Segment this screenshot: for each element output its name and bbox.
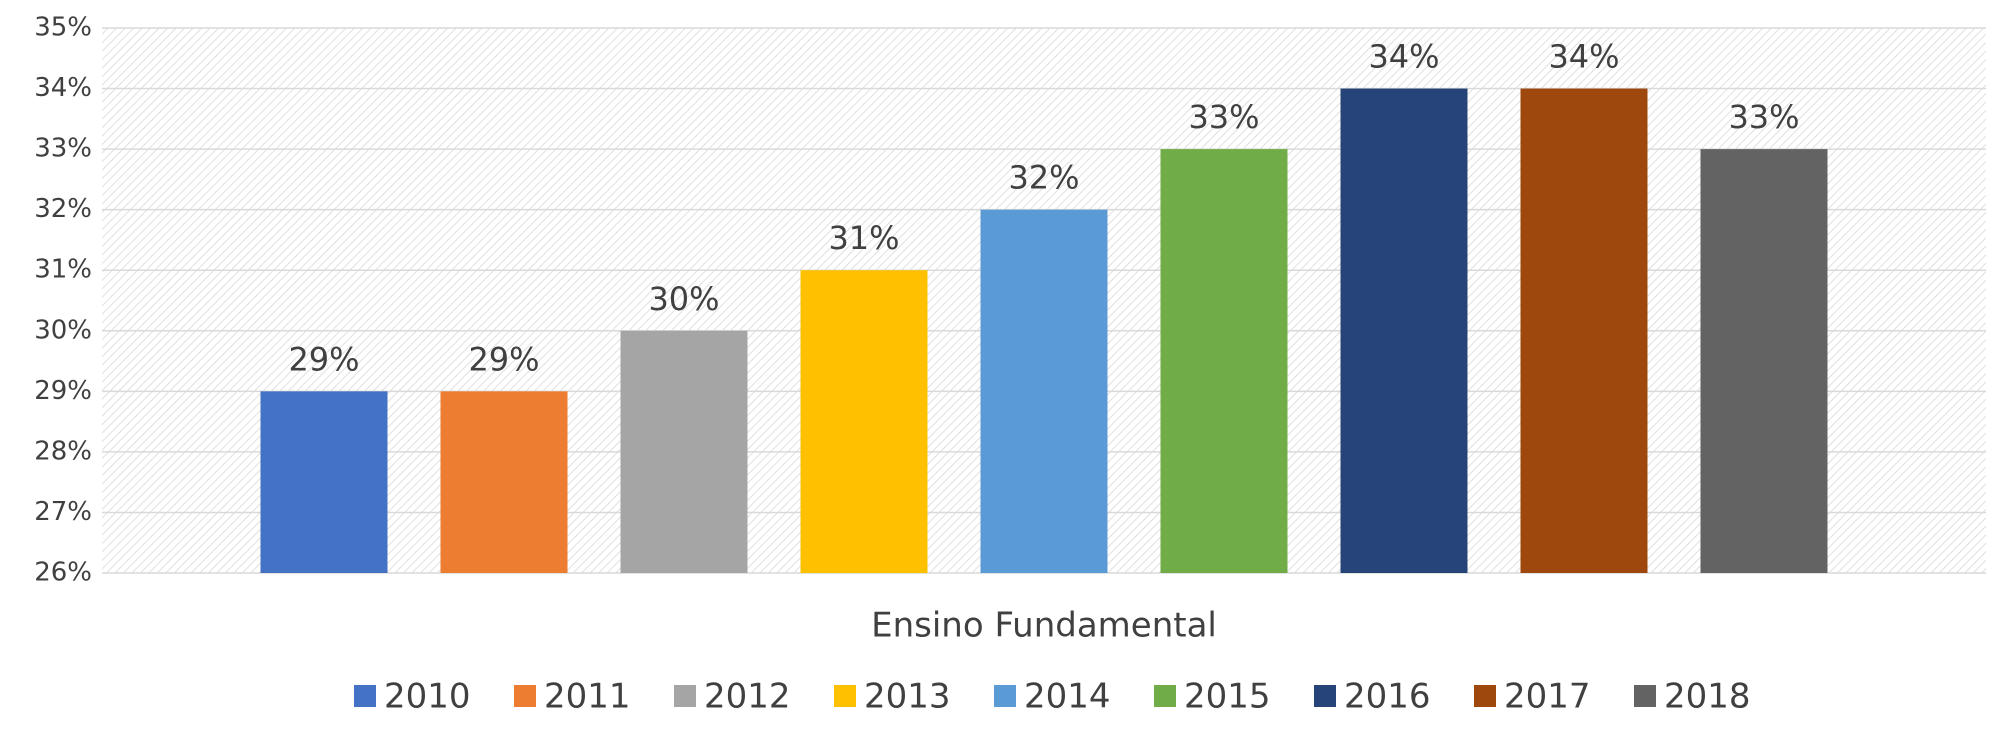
data-label: 34% [1368,38,1439,76]
data-label: 34% [1548,38,1619,76]
legend-swatch [514,685,536,707]
y-tick-label: 28% [34,436,92,466]
legend-swatch [354,685,376,707]
bar [440,391,568,573]
bar [1700,149,1828,573]
bar [260,391,388,573]
legend-swatch [1154,685,1176,707]
data-label: 32% [1008,159,1079,197]
y-tick-label: 26% [34,558,92,588]
legend-label: 2013 [864,677,951,717]
legend-label: 2016 [1344,677,1431,717]
legend-label: 2012 [704,677,791,717]
y-tick-label: 35% [34,13,92,43]
data-label: 31% [828,219,899,257]
bar [1520,88,1648,574]
bar [1340,88,1468,574]
y-tick-label: 32% [34,194,92,224]
data-label: 30% [648,280,719,318]
bar [620,330,748,573]
bar [1160,149,1288,573]
y-tick-label: 33% [34,134,92,164]
bar [980,209,1108,573]
y-tick-label: 31% [34,255,92,285]
legend-swatch [1474,685,1496,707]
legend-swatch [1314,685,1336,707]
legend-swatch [994,685,1016,707]
data-label: 29% [288,340,359,378]
x-tick-label: Ensino Fundamental [871,606,1217,646]
legend-swatch [1634,685,1656,707]
y-tick-label: 34% [34,73,92,103]
data-label: 33% [1188,98,1259,136]
legend-label: 2017 [1504,677,1591,717]
y-tick-label: 29% [34,376,92,406]
legend-label: 2015 [1184,677,1271,717]
legend-label: 2018 [1664,677,1751,717]
legend-label: 2010 [384,677,471,717]
bar [800,270,928,573]
legend-swatch [834,685,856,707]
y-tick-label: 27% [34,497,92,527]
legend-label: 2014 [1024,677,1111,717]
legend-label: 2011 [544,677,631,717]
data-label: 29% [468,340,539,378]
data-label: 33% [1728,98,1799,136]
legend-swatch [674,685,696,707]
y-tick-label: 30% [34,315,92,345]
